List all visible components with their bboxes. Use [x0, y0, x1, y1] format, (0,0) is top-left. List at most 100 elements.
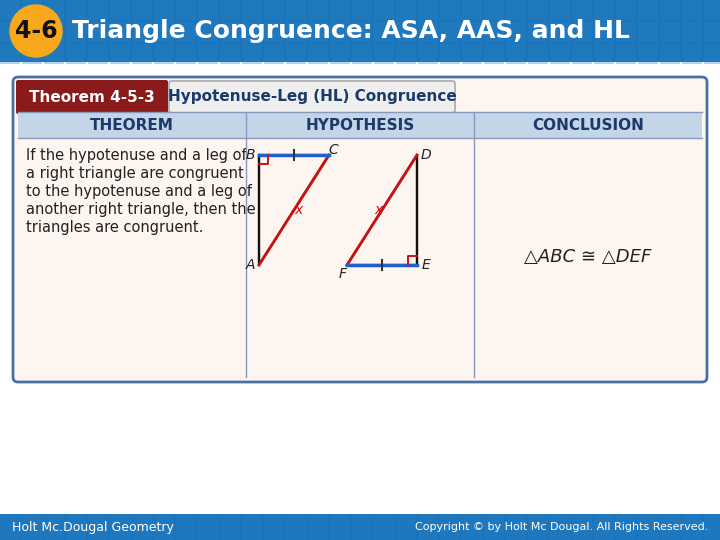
Bar: [176, 22, 196, 42]
Text: x: x: [374, 203, 382, 217]
Bar: [242, 44, 262, 64]
Text: x: x: [294, 203, 302, 217]
Bar: [110, 0, 130, 20]
Bar: [154, 514, 174, 540]
Bar: [374, 22, 394, 42]
Bar: [418, 44, 438, 64]
Bar: [506, 0, 526, 20]
Bar: [484, 22, 504, 42]
Bar: [176, 514, 196, 540]
Text: CONCLUSION: CONCLUSION: [532, 118, 644, 132]
Bar: [18, 112, 702, 138]
Bar: [638, 0, 658, 20]
Bar: [66, 0, 86, 20]
Bar: [638, 22, 658, 42]
Bar: [22, 22, 42, 42]
Bar: [308, 44, 328, 64]
Bar: [396, 0, 416, 20]
Bar: [418, 514, 438, 540]
Bar: [528, 514, 548, 540]
Bar: [66, 22, 86, 42]
Bar: [572, 22, 592, 42]
Bar: [374, 0, 394, 20]
Bar: [594, 44, 614, 64]
Bar: [88, 44, 108, 64]
Bar: [198, 44, 218, 64]
Bar: [0, 22, 20, 42]
Bar: [220, 22, 240, 42]
Bar: [660, 22, 680, 42]
Text: Triangle Congruence: ASA, AAS, and HL: Triangle Congruence: ASA, AAS, and HL: [72, 19, 630, 43]
Bar: [308, 0, 328, 20]
Bar: [462, 514, 482, 540]
Bar: [418, 22, 438, 42]
Bar: [396, 44, 416, 64]
Bar: [198, 0, 218, 20]
Bar: [44, 22, 64, 42]
Bar: [88, 0, 108, 20]
Bar: [264, 514, 284, 540]
Bar: [132, 22, 152, 42]
Bar: [572, 0, 592, 20]
Bar: [154, 22, 174, 42]
Bar: [22, 44, 42, 64]
Bar: [220, 514, 240, 540]
Bar: [682, 0, 702, 20]
Bar: [396, 514, 416, 540]
Bar: [110, 22, 130, 42]
Bar: [176, 0, 196, 20]
Text: to the hypotenuse and a leg of: to the hypotenuse and a leg of: [26, 184, 252, 199]
Bar: [44, 0, 64, 20]
Bar: [462, 0, 482, 20]
Text: HYPOTHESIS: HYPOTHESIS: [305, 118, 415, 132]
Text: D: D: [420, 148, 431, 162]
Bar: [330, 514, 350, 540]
Bar: [572, 44, 592, 64]
Text: If the hypotenuse and a leg of: If the hypotenuse and a leg of: [26, 148, 247, 163]
Bar: [22, 0, 42, 20]
Bar: [198, 514, 218, 540]
Bar: [638, 44, 658, 64]
FancyBboxPatch shape: [16, 80, 168, 114]
Bar: [440, 44, 460, 64]
Bar: [682, 44, 702, 64]
Bar: [264, 22, 284, 42]
Text: triangles are congruent.: triangles are congruent.: [26, 220, 203, 235]
Bar: [44, 514, 64, 540]
Bar: [220, 0, 240, 20]
Bar: [352, 22, 372, 42]
Bar: [528, 44, 548, 64]
Bar: [286, 514, 306, 540]
Bar: [594, 0, 614, 20]
Bar: [264, 0, 284, 20]
Bar: [594, 514, 614, 540]
Bar: [660, 44, 680, 64]
FancyBboxPatch shape: [169, 81, 455, 113]
Bar: [704, 0, 720, 20]
Bar: [704, 44, 720, 64]
Bar: [352, 44, 372, 64]
Bar: [286, 44, 306, 64]
Text: F: F: [338, 267, 346, 281]
Text: A: A: [246, 258, 255, 272]
Bar: [374, 44, 394, 64]
Bar: [506, 514, 526, 540]
Bar: [550, 22, 570, 42]
Bar: [330, 0, 350, 20]
Bar: [528, 0, 548, 20]
Bar: [66, 44, 86, 64]
Bar: [506, 44, 526, 64]
Bar: [242, 22, 262, 42]
Bar: [44, 44, 64, 64]
Bar: [352, 0, 372, 20]
Bar: [374, 514, 394, 540]
Text: Hypotenuse-Leg (HL) Congruence: Hypotenuse-Leg (HL) Congruence: [168, 90, 456, 105]
Bar: [0, 44, 20, 64]
Bar: [286, 0, 306, 20]
Bar: [330, 44, 350, 64]
Bar: [132, 0, 152, 20]
Bar: [616, 44, 636, 64]
Bar: [0, 0, 20, 20]
Bar: [0, 0, 720, 62]
Circle shape: [10, 5, 62, 57]
